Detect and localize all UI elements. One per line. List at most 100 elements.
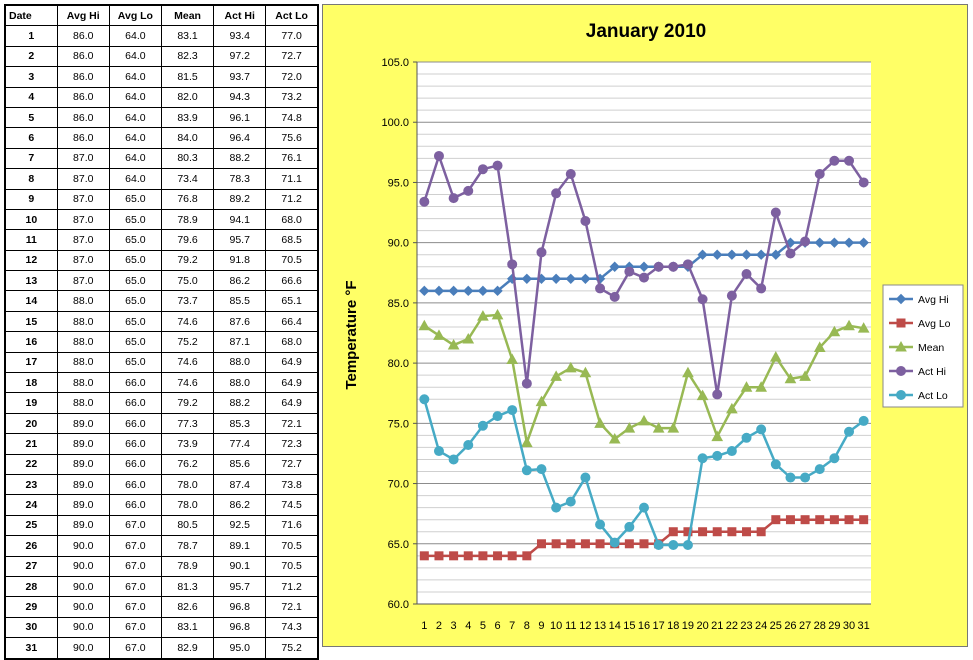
value-cell: 66.4 <box>265 310 319 333</box>
value-cell: 94.3 <box>213 86 267 108</box>
table-header-row: Date Avg Hi Avg Lo Mean Act Hi Act Lo <box>4 4 319 27</box>
data-point <box>770 207 781 218</box>
value-cell: 86.0 <box>56 45 110 68</box>
value-cell: 89.0 <box>56 514 110 537</box>
chart-panel: January 2010 Temperature °F 60.0 65.0 70.0… <box>322 4 968 647</box>
value-cell: 73.2 <box>265 86 319 108</box>
value-cell: 64.9 <box>265 372 319 394</box>
x-tick-label: 7 <box>509 620 515 632</box>
table-row: 23 89.0 66.0 78.0 87.4 73.8 <box>4 473 319 496</box>
data-point <box>638 414 650 426</box>
data-point <box>712 450 723 461</box>
data-point <box>522 551 532 561</box>
table-row: 27 90.0 67.0 78.9 90.1 70.5 <box>4 555 319 577</box>
value-cell: 66.0 <box>108 453 162 475</box>
value-cell: 80.3 <box>160 147 215 170</box>
value-cell: 87.6 <box>213 310 267 333</box>
column-header: Date <box>4 4 58 27</box>
data-point <box>463 440 474 451</box>
data-point <box>638 261 650 272</box>
value-cell: 64.9 <box>265 392 319 414</box>
data-point <box>668 261 679 272</box>
x-tick-label: 16 <box>638 620 650 632</box>
value-cell: 83.1 <box>160 616 215 639</box>
data-point <box>639 502 649 513</box>
data-point <box>844 155 855 166</box>
table-row: 1 86.0 64.0 83.1 93.4 77.0 <box>4 25 319 47</box>
data-point <box>843 237 855 248</box>
table-row: 30 90.0 67.0 83.1 96.8 74.3 <box>4 616 319 639</box>
data-point <box>785 472 796 483</box>
legend: Avg Hi Avg Lo Mean Act Hi Act Lo <box>882 284 964 408</box>
value-cell: 70.5 <box>265 535 319 557</box>
value-cell: 91.8 <box>213 249 267 272</box>
table-row: 16 88.0 65.0 75.2 87.1 68.0 <box>4 331 319 353</box>
value-cell: 72.0 <box>265 66 319 88</box>
data-point <box>800 236 811 247</box>
value-cell: 73.9 <box>160 433 215 455</box>
data-point <box>477 420 488 431</box>
value-cell: 88.2 <box>213 392 267 414</box>
value-cell: 86.2 <box>213 270 267 292</box>
value-cell: 86.0 <box>56 106 110 129</box>
column-header: Avg Lo <box>108 4 162 27</box>
value-cell: 70.5 <box>265 249 319 272</box>
value-cell: 86.0 <box>56 86 110 108</box>
data-point <box>698 527 708 537</box>
data-point <box>726 402 738 414</box>
data-point <box>800 472 811 483</box>
table-row: 4 86.0 64.0 82.0 94.3 73.2 <box>4 86 319 108</box>
value-cell: 66.6 <box>265 270 319 292</box>
data-point <box>858 177 869 188</box>
value-cell: 74.5 <box>265 494 319 516</box>
value-cell: 90.0 <box>56 637 110 659</box>
column-header: Mean <box>160 4 215 27</box>
series-avg-hi <box>419 237 869 297</box>
data-point <box>770 459 781 470</box>
value-cell: 86.0 <box>56 66 110 88</box>
value-cell: 64.0 <box>108 86 162 108</box>
data-point <box>595 519 606 530</box>
data-point <box>550 273 562 285</box>
column-header: Act Lo <box>265 4 319 27</box>
x-tick-label: 23 <box>740 620 752 632</box>
value-cell: 65.0 <box>108 249 162 272</box>
legend-label: Avg Hi <box>918 294 949 306</box>
data-point <box>755 249 767 260</box>
value-cell: 83.1 <box>160 25 215 47</box>
value-cell: 65.0 <box>108 270 162 292</box>
data-point <box>521 465 532 476</box>
data-point <box>727 527 737 537</box>
value-cell: 87.0 <box>56 270 110 292</box>
x-tick-label: 25 <box>770 620 782 632</box>
data-point <box>433 329 445 340</box>
value-cell: 87.1 <box>213 331 267 353</box>
data-point <box>419 394 430 405</box>
value-cell: 64.0 <box>108 45 162 68</box>
data-point <box>624 266 635 277</box>
table-row: 25 89.0 67.0 80.5 92.5 71.6 <box>4 514 319 537</box>
data-point <box>433 150 444 161</box>
value-cell: 86.2 <box>213 494 267 516</box>
data-point <box>463 185 474 196</box>
data-point <box>682 259 693 270</box>
y-axis-label: Temperature °F <box>343 280 360 389</box>
data-point <box>507 259 518 270</box>
value-cell: 67.0 <box>108 555 162 577</box>
value-cell: 65.0 <box>108 290 162 312</box>
x-tick-label: 10 <box>550 620 562 632</box>
value-cell: 65.0 <box>108 229 162 251</box>
value-cell: 76.2 <box>160 453 215 475</box>
data-point <box>712 527 722 537</box>
value-cell: 71.2 <box>265 575 319 598</box>
value-cell: 66.0 <box>108 473 162 496</box>
value-cell: 65.0 <box>108 310 162 333</box>
data-point <box>858 415 869 426</box>
data-point <box>580 472 591 483</box>
table-body: 1 86.0 64.0 83.1 93.4 77.0 2 86.0 64.0 82.3 97.2 72… <box>4 25 319 659</box>
value-cell: 89.0 <box>56 433 110 455</box>
data-point <box>668 527 678 537</box>
column-header: Act Hi <box>213 4 267 27</box>
data-point <box>844 426 855 437</box>
data-point <box>858 237 869 248</box>
